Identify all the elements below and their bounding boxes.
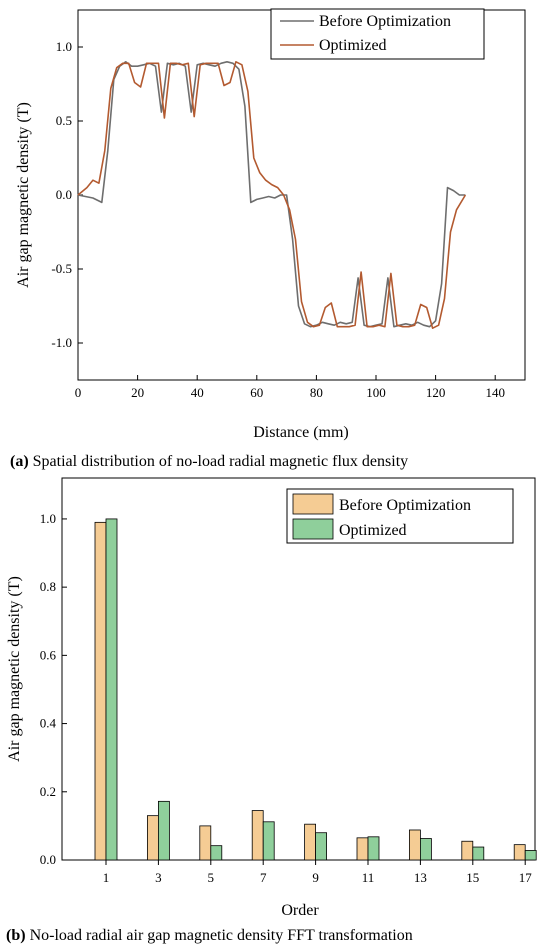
- x-tick-label: 40: [191, 385, 204, 400]
- series-line-optimized: [77, 61, 467, 329]
- y-axis-ticks-b: 0.0 0.2 0.4 0.6 0.8 1.0: [40, 511, 67, 867]
- bar-before-optimization-order-17: [513, 844, 526, 861]
- x-axis-label: Distance (mm): [253, 424, 349, 441]
- x-tick-label: 20: [131, 385, 144, 400]
- x-tick-label: 15: [466, 870, 479, 885]
- y-tick-label: 0.5: [56, 113, 72, 128]
- x-axis-label-b: Order: [281, 902, 319, 919]
- bar-before-optimization-order-9: [304, 823, 317, 861]
- legend-b: Before Optimization Optimized: [286, 488, 514, 544]
- y-axis-label: Air gap magnetic density (T): [15, 102, 32, 288]
- caption-b-prefix: (b): [6, 927, 26, 944]
- bar-before-optimization-order-13: [408, 829, 421, 861]
- caption-b: (b) No-load radial air gap magnetic dens…: [6, 927, 413, 944]
- x-axis-ticks-b: 1 3 5 7 9 11 13 15 17: [103, 860, 532, 885]
- legend-label-before: Before Optimization: [319, 13, 451, 30]
- y-tick-label: 0.4: [40, 716, 57, 731]
- y-tick-label: 0.8: [40, 579, 56, 594]
- y-axis-ticks: -1.0 -0.5 0.0 0.5 1.0: [51, 39, 83, 350]
- x-tick-label: 120: [426, 385, 446, 400]
- caption-a-text: Spatial distribution of no-load radial m…: [29, 453, 408, 470]
- chart-b-fft: 1 3 5 7 9 11 13 15 17 0.00.20.40.60.81.0 Order A…: [6, 477, 537, 944]
- legend-label-before-b: Before Optimization: [339, 497, 471, 514]
- x-tick-label: 13: [414, 870, 427, 885]
- y-axis-label-b: Air gap magnetic density (T): [6, 576, 23, 762]
- legend: Before Optimization Optimized: [270, 8, 485, 60]
- bar-before-optimization-order-1: [94, 521, 107, 861]
- legend-label-optimized: Optimized: [319, 37, 387, 54]
- bar-optimized-order-15: [472, 846, 485, 861]
- legend-swatch-before-b: [292, 493, 334, 515]
- caption-b-text: No-load radial air gap magnetic density …: [26, 927, 413, 944]
- legend-swatch-optimized-b: [292, 518, 334, 540]
- bar-optimized-order-11: [367, 836, 380, 861]
- y-tick-label: 1.0: [56, 39, 72, 54]
- bar-before-optimization-order-15: [461, 840, 474, 861]
- bar-optimized-order-5: [210, 845, 223, 861]
- y-tick-label: 0.0: [56, 187, 72, 202]
- x-axis-ticks: 0 20 40 60 80 100 120 140: [75, 375, 505, 400]
- bar-optimized-order-3: [157, 800, 170, 861]
- series-line-before-optimization: [77, 61, 466, 328]
- y-tick-label: 1.0: [40, 511, 56, 526]
- chart-a-distribution: 0 20 40 60 80 100 120 140 -1.0 -0.5 0.0 0.5 1.0 Dis…: [10, 8, 526, 470]
- x-tick-label: 7: [260, 870, 267, 885]
- x-tick-label: 80: [310, 385, 323, 400]
- y-tick-label: -0.5: [51, 261, 72, 276]
- plot-frame-b: [61, 477, 536, 861]
- bar-before-optimization-order-11: [356, 837, 369, 861]
- plot-frame: [77, 9, 526, 381]
- x-tick-label: 1: [103, 870, 110, 885]
- x-tick-label: 17: [519, 870, 533, 885]
- x-tick-label: 100: [366, 385, 386, 400]
- y-tick-label: 0.2: [40, 784, 56, 799]
- x-tick-label: 3: [155, 870, 162, 885]
- bar-series: [94, 518, 537, 861]
- caption-a: (a) Spatial distribution of no-load radi…: [10, 453, 408, 470]
- y-tick-label: 0.6: [40, 647, 57, 662]
- series-lines: [77, 61, 467, 329]
- caption-a-prefix: (a): [10, 453, 29, 470]
- bar-optimized-order-17: [524, 850, 537, 861]
- bar-optimized-order-7: [262, 821, 275, 861]
- legend-box: [270, 8, 485, 60]
- bar-before-optimization-order-5: [199, 825, 212, 861]
- bar-optimized-order-1: [105, 518, 118, 861]
- x-tick-label: 140: [485, 385, 505, 400]
- bar-optimized-order-9: [315, 832, 328, 861]
- x-tick-label: 0: [75, 385, 82, 400]
- y-tick-label: -1.0: [51, 335, 72, 350]
- x-tick-label: 60: [250, 385, 263, 400]
- bar-before-optimization-order-7: [251, 810, 264, 861]
- x-tick-label: 9: [312, 870, 319, 885]
- x-tick-label: 5: [208, 870, 215, 885]
- y-tick-label: 0.0: [40, 852, 56, 867]
- legend-label-optimized-b: Optimized: [339, 522, 407, 539]
- x-tick-label: 11: [362, 870, 375, 885]
- bar-optimized-order-13: [419, 838, 432, 861]
- bar-before-optimization-order-3: [146, 815, 159, 861]
